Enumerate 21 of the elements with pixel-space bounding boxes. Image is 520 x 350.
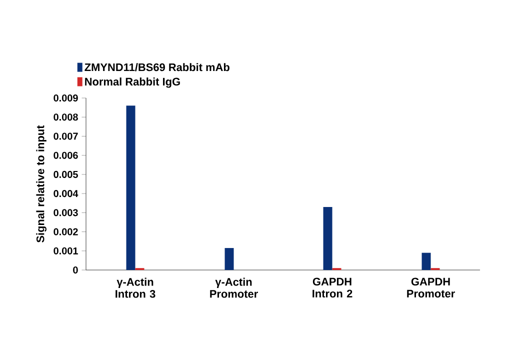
- x-tick-label: GAPDH Promoter: [407, 278, 455, 298]
- y-tick-label: 0.004: [54, 190, 78, 198]
- y-tick-label: 0: [73, 266, 78, 274]
- y-tick-label: 0.005: [54, 170, 78, 178]
- y-tick-label: 0.002: [54, 228, 78, 236]
- bar: [126, 106, 136, 270]
- bar: [224, 248, 234, 270]
- y-tick-label: 0.006: [54, 152, 78, 159]
- bar: [422, 252, 431, 270]
- x-tick-label: γ-Actin Promoter: [210, 278, 258, 298]
- y-axis-title: Signal relative to input: [36, 125, 46, 242]
- legend-label: Normal Rabbit IgG: [85, 78, 180, 88]
- y-tick-label: 0.001: [54, 247, 78, 254]
- bar: [323, 206, 332, 270]
- y-tick-label: 0.009: [54, 94, 78, 102]
- y-tick-label: 0.008: [54, 114, 78, 121]
- x-tick-label: GAPDH Intron 2: [312, 278, 352, 298]
- y-tick-label: 0.007: [54, 132, 78, 140]
- y-tick-label: 0.003: [54, 209, 78, 216]
- legend-label: ZMYND11/BS69 Rabbit mAb: [84, 63, 230, 72]
- x-tick-label: γ-Actin Intron 3: [116, 278, 156, 298]
